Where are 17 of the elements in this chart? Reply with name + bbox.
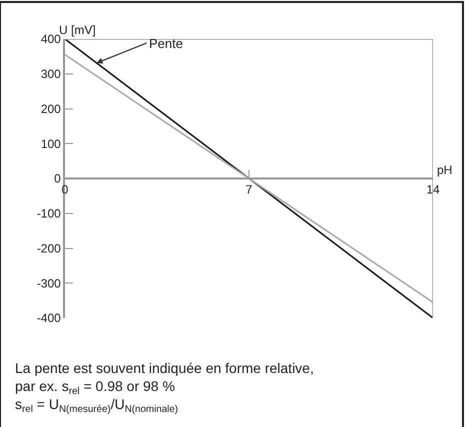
y-tick-label: 400 [40, 32, 62, 46]
y-tick-label: -100 [36, 206, 62, 221]
y-tick-label: 0 [54, 172, 62, 186]
x-axis-title: pH [437, 163, 452, 177]
y-tick-label: 300 [40, 67, 62, 82]
y-tick-label: 100 [40, 136, 62, 151]
text: par ex. s$_{rel}$ = 0.98 or 98 % [15, 378, 175, 397]
text: La pente est souvent indiquée en forme relative, [15, 360, 314, 376]
y-axis-title: U [mV] [59, 23, 96, 37]
y-tick-label: -200 [36, 241, 62, 256]
annotation: Pente [149, 36, 183, 51]
y-tick-label: -300 [36, 276, 62, 290]
x-tick-label: 7 [246, 182, 253, 197]
x-tick-label: 14 [426, 182, 440, 197]
y-tick-label: 200 [40, 102, 62, 116]
y-tick-label: -400 [36, 311, 62, 326]
text: s$_{rel}$ = U$_{N(mesurée)}$/U$_{N(nominale)}$ [15, 396, 178, 415]
